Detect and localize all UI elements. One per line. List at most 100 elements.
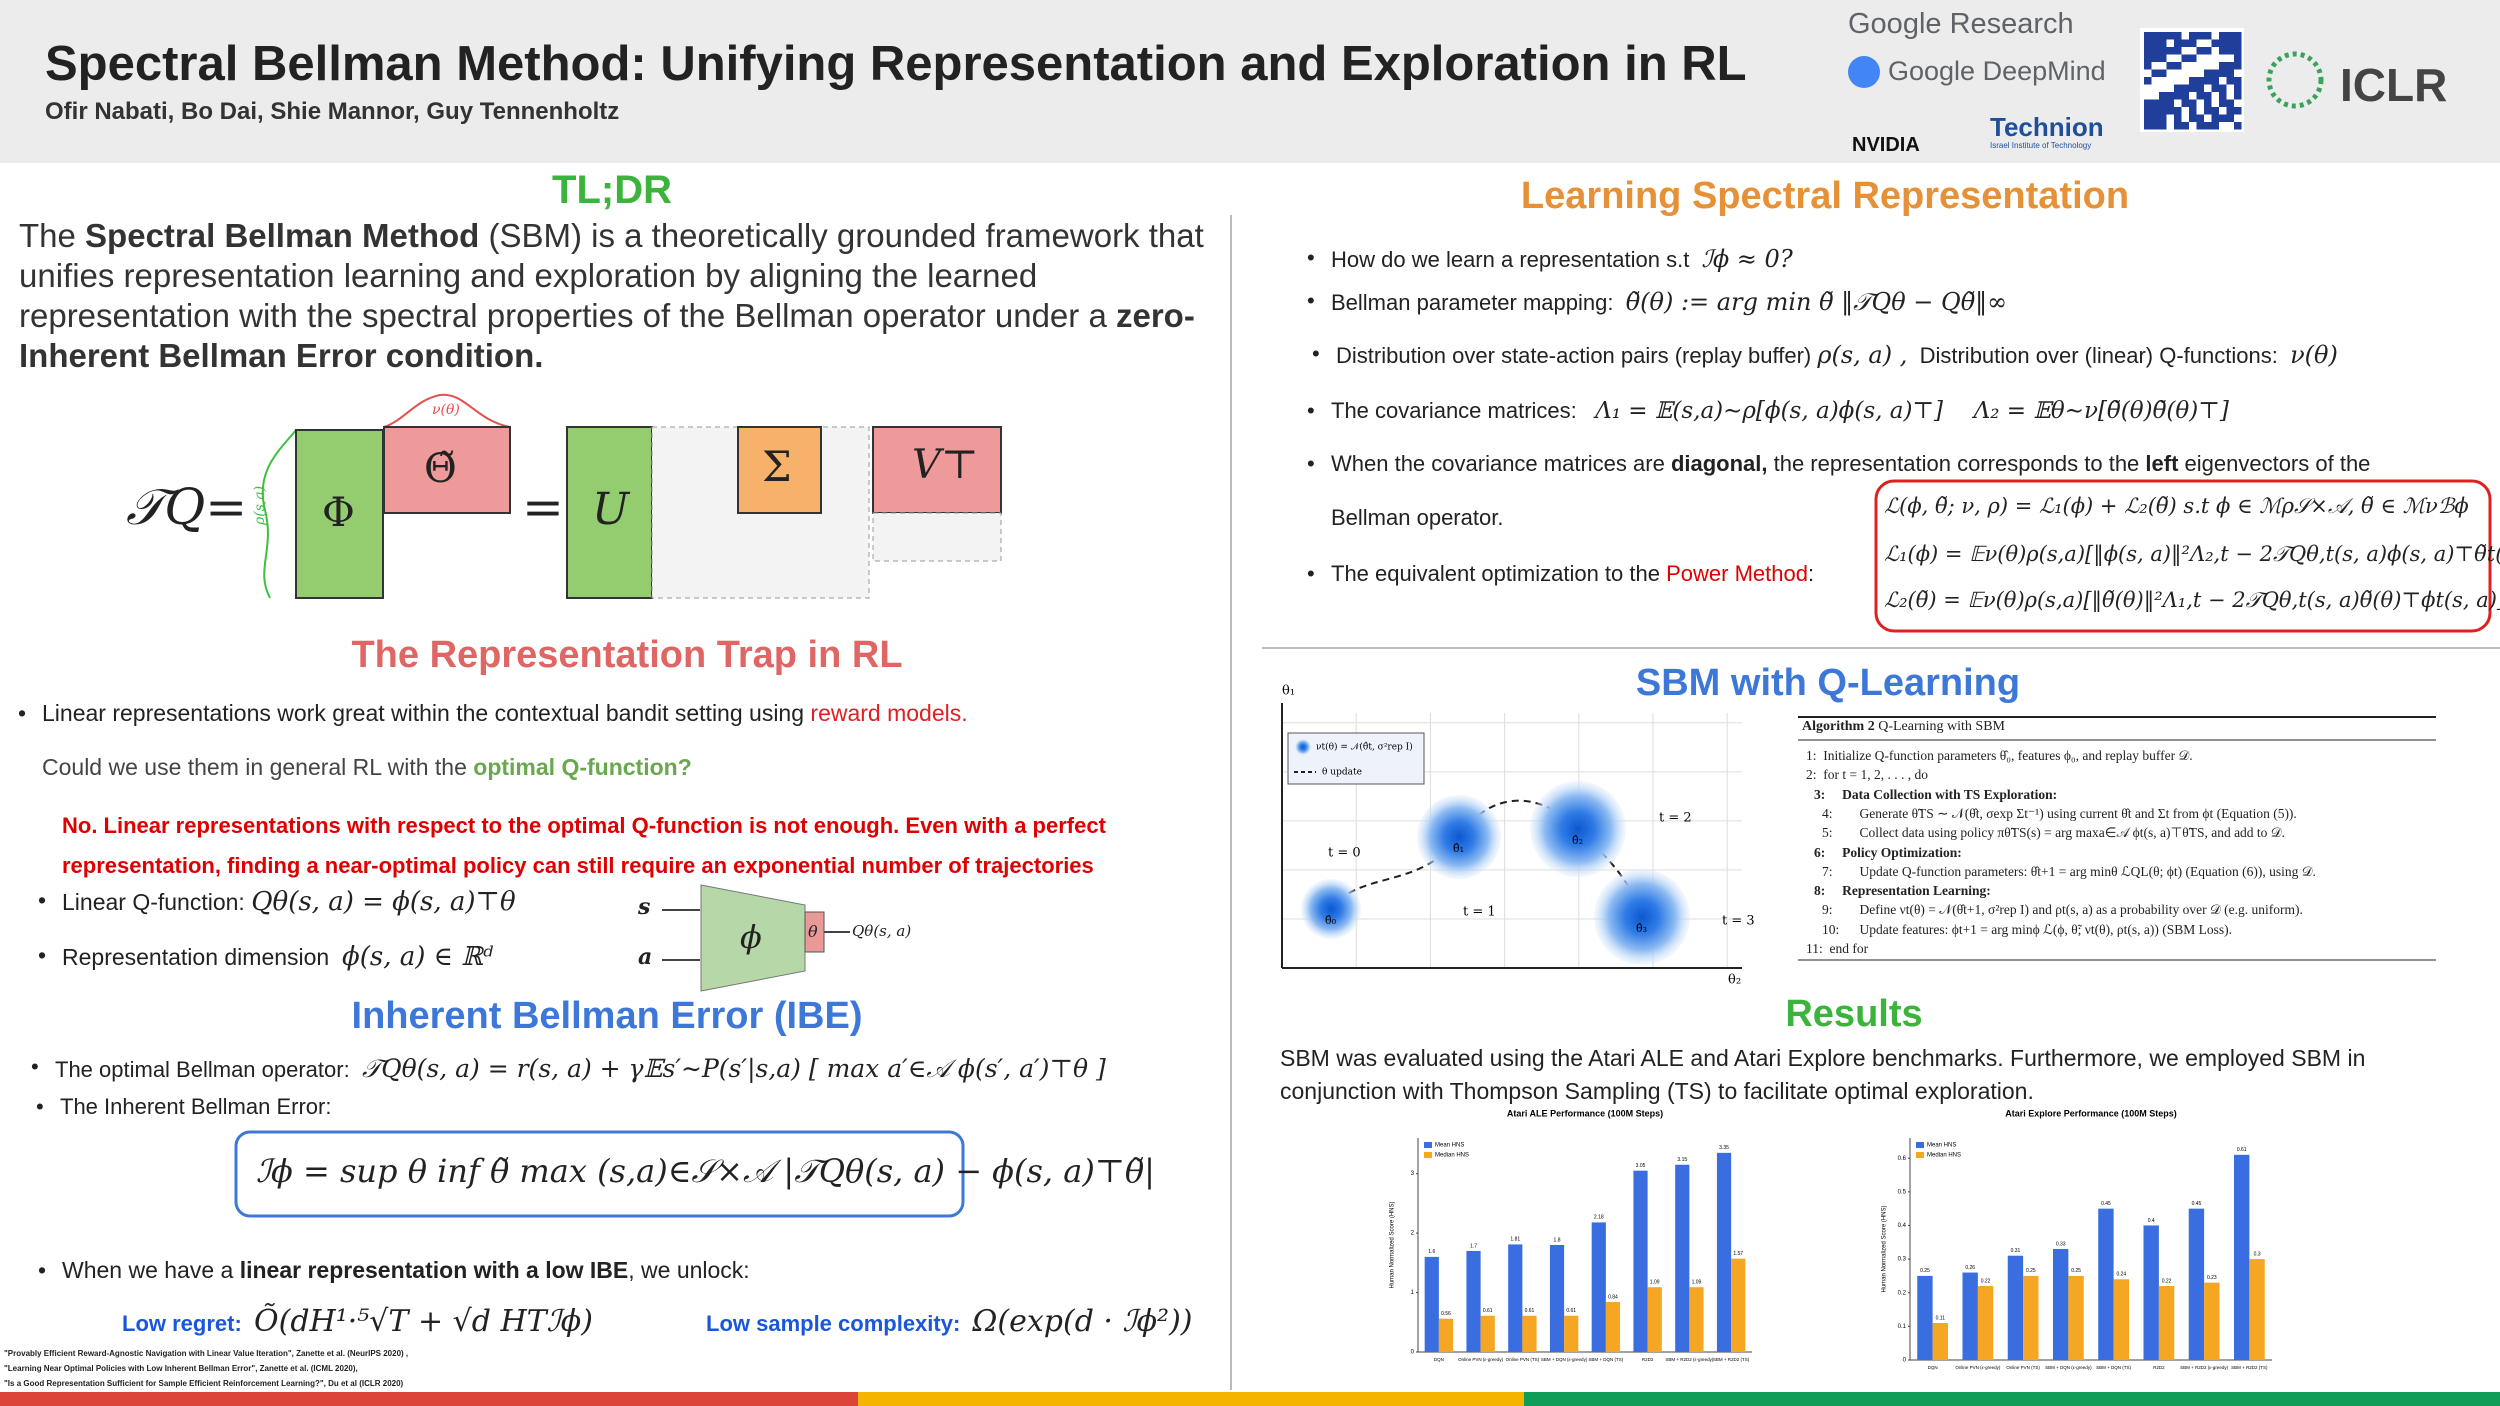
text: zero-Inherent Bellman Error condition. xyxy=(19,297,1195,374)
heading: SBM with Q-Learning xyxy=(1635,662,2021,704)
qr-cell xyxy=(2144,39,2152,47)
text: eigenvectors of the xyxy=(2178,451,2371,476)
title: Spectral Bellman Method: Unifying Repres… xyxy=(45,37,1747,91)
value-label: 1.81 xyxy=(1510,1237,1520,1243)
reference: "Learning Near Optimal Policies with Low… xyxy=(4,1364,358,1373)
qr-cell xyxy=(2159,99,2167,107)
value-label: 3.15 xyxy=(1677,1157,1687,1163)
qr-cell xyxy=(2211,77,2219,85)
qr-cell xyxy=(2226,62,2234,70)
fig-blob xyxy=(1530,781,1626,877)
qr-cell xyxy=(2166,32,2174,40)
qr-cell xyxy=(2174,107,2182,115)
math: V⊤ xyxy=(912,442,979,488)
fig-step: t = 3 xyxy=(1722,914,1755,929)
v-pad xyxy=(872,512,1002,562)
bar xyxy=(1647,1287,1662,1352)
qr-cell xyxy=(2204,107,2212,115)
qr-cell xyxy=(2196,122,2204,130)
qr-cell xyxy=(2174,39,2182,47)
qr-cell xyxy=(2226,77,2234,85)
algo-line: 6: Policy Optimization: xyxy=(1814,844,1962,860)
qr-cell xyxy=(2196,114,2204,122)
logo: Google Research xyxy=(1848,8,2074,40)
value-label: 0.61 xyxy=(1566,1308,1576,1314)
qr-cell xyxy=(2159,47,2167,55)
math: ℐϕ = sup θ inf θ̃ max (s,a)∈𝒮×𝒜 |𝒯Qθ(s, … xyxy=(256,1152,1155,1190)
qr-cell xyxy=(2219,99,2227,107)
algo-line: 1: Initialize Q-function parameters θ̂₀,… xyxy=(1806,748,2193,763)
math: ρ(s, a) , xyxy=(1817,341,1908,369)
phi-box xyxy=(295,429,384,599)
x-tick-label: R2D2 xyxy=(2153,1365,2165,1370)
value-label: 3.35 xyxy=(1719,1145,1729,1151)
qr-cell xyxy=(2211,122,2219,130)
text: Bellman operator. xyxy=(1331,505,1504,530)
value-label: 0.61 xyxy=(1525,1308,1535,1314)
legend-swatch xyxy=(1916,1142,1924,1148)
value-label: 0.84 xyxy=(1608,1294,1618,1300)
algo-line: 10: Update features: ϕt+1 = arg minϕ ℒ(ϕ… xyxy=(1822,921,2232,937)
sigma-box xyxy=(737,426,822,514)
text: Bellman parameter mapping: xyxy=(1331,290,1614,315)
text: left xyxy=(2145,451,2179,476)
math: Λ₁ = 𝔼(s,a)∼ρ[ϕ(s, a)ϕ(s, a)⊤] xyxy=(1595,398,1944,424)
value-label: 1.8 xyxy=(1554,1237,1561,1243)
qr-cell xyxy=(2166,47,2174,55)
value-label: 0.26 xyxy=(1965,1265,1975,1271)
math: ℒ(ϕ, θ̃; ν, ρ) = ℒ₁(ϕ) + ℒ₂(θ̃) s.t ϕ ∈ … xyxy=(1884,494,2469,518)
bullet: Distribution over state-action pairs (re… xyxy=(1312,341,2338,369)
bar xyxy=(2068,1275,2084,1360)
bar xyxy=(1564,1315,1579,1352)
value-label: 0.24 xyxy=(2116,1272,2126,1278)
logo: Google DeepMind xyxy=(1888,56,2106,86)
fig-legend-swatch xyxy=(1295,739,1311,755)
x-tick-label: DQN xyxy=(1928,1365,1938,1370)
y-tick-label: 0 xyxy=(1903,1358,1907,1364)
text: , we unlock: xyxy=(628,1257,750,1283)
qr-cell xyxy=(2234,39,2242,47)
qr-cell xyxy=(2196,47,2204,55)
qr-cell xyxy=(2226,107,2234,115)
x-tick-label: SBM + R2D2 (ε-greedy) xyxy=(1665,1357,1713,1362)
qr-cell xyxy=(2219,32,2227,40)
qr-cell xyxy=(2181,84,2189,92)
qr-cell xyxy=(2174,114,2182,122)
bar xyxy=(1480,1315,1495,1352)
paragraph: The Spectral Bellman Method (SBM) is a t… xyxy=(19,216,1219,376)
qr-cell xyxy=(2226,69,2234,77)
bar xyxy=(1591,1222,1606,1352)
text: The covariance matrices: xyxy=(1331,398,1577,423)
qr-cell xyxy=(2144,99,2152,107)
y-tick-label: 3 xyxy=(1411,1171,1415,1177)
qr-cell xyxy=(2234,62,2242,70)
theta-box xyxy=(383,426,511,514)
fig-center: θ̂₂ xyxy=(1572,834,1583,847)
text: (SBM) is a theoretically grounded framew… xyxy=(19,217,1204,334)
legend-label: Mean HNS xyxy=(1435,1143,1464,1149)
value-label: 0.45 xyxy=(2101,1201,2111,1207)
algo-line: 2: for t = 1, 2, . . . , do xyxy=(1806,767,1928,783)
math: U xyxy=(592,484,630,535)
bullet: Representation dimension ϕ(s, a) ∈ ℝᵈ xyxy=(38,942,493,972)
qr-cell xyxy=(2219,39,2227,47)
heading: Inherent Bellman Error (IBE) xyxy=(351,995,863,1037)
algo-line: 7: Update Q-function parameters: θ̂t+1 =… xyxy=(1822,863,2316,879)
qr-cell xyxy=(2174,92,2182,100)
qr-cell xyxy=(2234,107,2242,115)
qr-cell xyxy=(2204,122,2212,130)
qr-cell xyxy=(2234,77,2242,85)
value-label: 0.25 xyxy=(2026,1268,2036,1274)
qr-cell xyxy=(2234,122,2242,130)
qr-cell xyxy=(2226,47,2234,55)
math: Qθ(s, a) xyxy=(852,922,912,940)
v-box xyxy=(872,426,1002,514)
y-tick-label: 0.3 xyxy=(1898,1257,1907,1263)
y-axis-label: Human Normalized Score (HNS) xyxy=(1882,1205,1888,1292)
text: Representation dimension xyxy=(62,944,330,970)
fig-step: t = 0 xyxy=(1328,846,1361,861)
math: 𝒯Qθ(s, a) = r(s, a) + γ𝔼s′∼P(s′|s,a) [ m… xyxy=(361,1054,1106,1083)
math: Φ xyxy=(322,490,355,536)
value-label: 1.6 xyxy=(1428,1249,1435,1255)
